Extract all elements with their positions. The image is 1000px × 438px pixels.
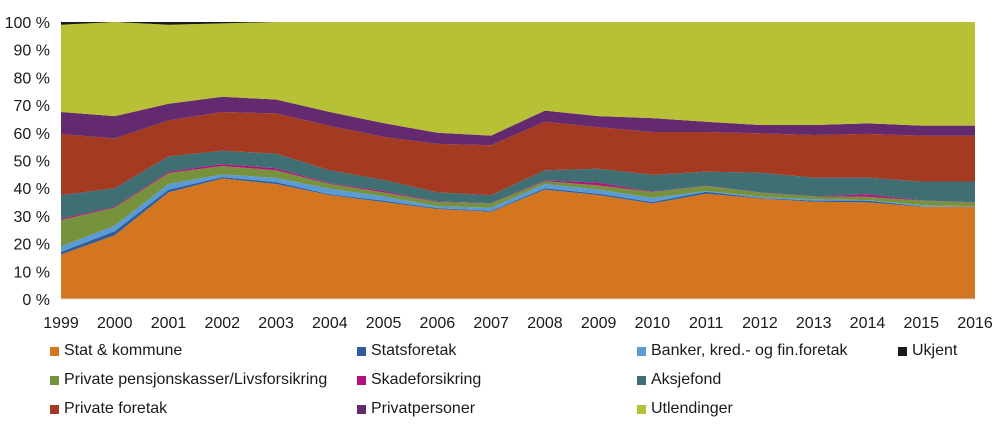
stacked-area-chart: 0 % 10 % 20 % 30 % 40 % 50 % 60 % 70 % 80 % 90 % 1… bbox=[5, 15, 993, 332]
legend-label: Utlendinger bbox=[651, 400, 733, 417]
x-tick-label: 2012 bbox=[742, 315, 778, 332]
legend-swatch bbox=[357, 404, 366, 414]
y-tick-label: 100 % bbox=[5, 15, 50, 32]
area-series-9 bbox=[61, 22, 975, 25]
x-tick-label: 2014 bbox=[850, 315, 886, 332]
legend-label: Privatpersoner bbox=[371, 400, 476, 417]
y-tick-label: 50 % bbox=[14, 154, 50, 171]
legend-label: Stat & kommune bbox=[64, 342, 183, 359]
legend-item: Utlendinger bbox=[637, 400, 733, 418]
x-tick-label: 2009 bbox=[581, 315, 617, 332]
x-tick-label: 2001 bbox=[151, 315, 187, 332]
x-tick-label: 2016 bbox=[957, 315, 993, 332]
legend-item: Statsforetak bbox=[357, 342, 456, 360]
legend-label: Banker, kred.- og fin.foretak bbox=[651, 342, 848, 359]
legend-item: Skadeforsikring bbox=[357, 371, 481, 389]
legend-item: Stat & kommune bbox=[50, 342, 182, 360]
area-series-0 bbox=[61, 178, 975, 299]
x-tick-label: 2004 bbox=[312, 315, 348, 332]
x-tick-label: 2008 bbox=[527, 315, 563, 332]
x-tick-label: 2015 bbox=[903, 315, 939, 332]
x-tick-label: 1999 bbox=[43, 315, 79, 332]
legend-swatch bbox=[357, 346, 366, 356]
y-tick-label: 40 % bbox=[14, 181, 50, 198]
y-tick-label: 0 % bbox=[22, 292, 50, 309]
y-tick-label: 90 % bbox=[14, 43, 50, 60]
x-tick-label: 2002 bbox=[204, 315, 240, 332]
legend-swatch bbox=[898, 346, 907, 356]
legend-swatch bbox=[637, 375, 646, 385]
area-series-1 bbox=[61, 177, 975, 255]
y-tick-label: 20 % bbox=[14, 237, 50, 254]
x-tick-label: 2006 bbox=[420, 315, 456, 332]
x-tick-label: 2010 bbox=[635, 315, 671, 332]
x-tick-label: 2000 bbox=[97, 315, 133, 332]
legend-item: Aksjefond bbox=[637, 371, 721, 389]
legend-item: Ukjent bbox=[898, 342, 957, 360]
legend-label: Ukjent bbox=[912, 342, 958, 359]
area-series-4 bbox=[61, 164, 975, 221]
legend-item: Privatpersoner bbox=[357, 400, 475, 418]
y-tick-label: 10 % bbox=[14, 264, 50, 281]
x-tick-label: 2011 bbox=[689, 315, 724, 332]
y-tick-label: 80 % bbox=[14, 70, 50, 87]
legend-label: Aksjefond bbox=[651, 371, 722, 388]
x-tick-label: 2013 bbox=[796, 315, 832, 332]
area-series-6 bbox=[61, 112, 975, 196]
legend-swatch bbox=[50, 346, 59, 356]
legend-label: Statsforetak bbox=[371, 342, 457, 359]
y-tick-label: 30 % bbox=[14, 209, 50, 226]
legend-swatch bbox=[50, 375, 59, 385]
y-tick-label: 70 % bbox=[14, 98, 50, 115]
legend-label: Private foretak bbox=[64, 400, 168, 417]
x-tick-label: 2005 bbox=[366, 315, 402, 332]
legend-item: Banker, kred.- og fin.foretak bbox=[637, 342, 848, 360]
x-tick-label: 2007 bbox=[473, 315, 509, 332]
area-series-7 bbox=[61, 96, 975, 146]
x-tick-label: 2003 bbox=[258, 315, 294, 332]
legend-item: Private foretak bbox=[50, 400, 167, 418]
legend-swatch bbox=[50, 404, 59, 414]
legend-swatch bbox=[357, 375, 366, 385]
area-series-5 bbox=[61, 150, 975, 219]
legend-item: Private pensjonskasser/Livsforsikring bbox=[50, 371, 327, 389]
legend-label: Skadeforsikring bbox=[371, 371, 482, 388]
legend-swatch bbox=[637, 346, 646, 356]
y-tick-label: 60 % bbox=[14, 126, 50, 143]
area-series-8 bbox=[61, 22, 975, 136]
legend-swatch bbox=[637, 404, 646, 414]
legend-label: Private pensjonskasser/Livsforsikring bbox=[64, 371, 328, 388]
